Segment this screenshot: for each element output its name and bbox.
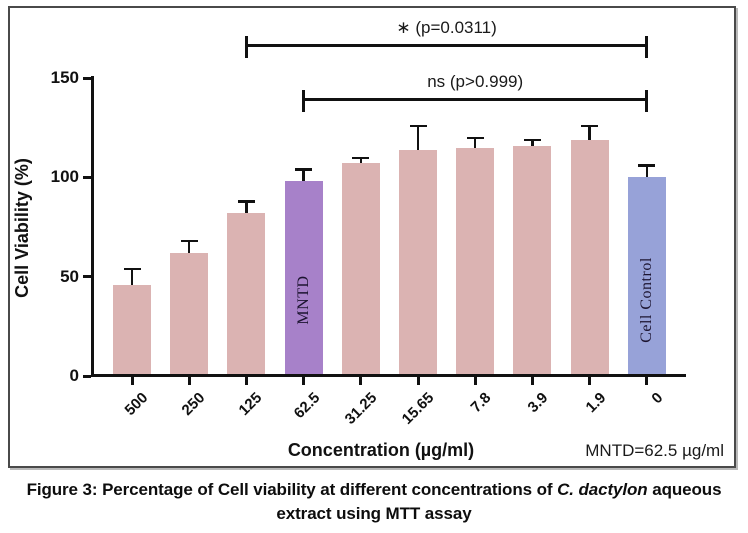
significance-bracket-tick: [244, 36, 248, 58]
error-bar-cap: [180, 239, 198, 243]
bar-0: [627, 177, 666, 374]
y-axis-tick-label: 150: [50, 68, 79, 88]
error-bar-line: [588, 125, 591, 140]
x-axis-tick: [359, 377, 363, 385]
error-bar-line: [302, 169, 305, 182]
bar-250: [170, 252, 209, 374]
mntd-note: MNTD=62.5 µg/ml: [585, 441, 724, 460]
x-axis-tick: [530, 377, 534, 385]
error-bar-cap: [295, 168, 313, 171]
bar-15.65: [399, 149, 437, 374]
bar-31.25: [341, 163, 380, 374]
bar-500: [113, 284, 151, 374]
significance-bracket-line: [246, 44, 647, 47]
error-bar-line: [359, 157, 363, 164]
y-axis-tick-label: 100: [50, 167, 79, 187]
figure-caption-line1: Figure 3: Percentage of Cell viability a…: [0, 480, 748, 500]
caption-species-name: C. dactylon: [557, 480, 648, 499]
bar-inner-label: MNTD: [294, 275, 312, 325]
caption-text-prefix: Figure 3: Percentage of Cell viability a…: [26, 480, 558, 499]
error-bar-line: [531, 139, 534, 146]
y-axis-tick: [83, 175, 91, 179]
error-bar-cap: [523, 138, 541, 142]
significance-bracket-tick: [302, 90, 306, 112]
x-axis-title: Concentration (µg/ml): [287, 440, 475, 460]
x-axis-tick-label: 250: [178, 389, 209, 420]
x-axis-tick: [416, 377, 420, 385]
significance-bracket-tick: [645, 90, 649, 112]
error-bar-cap: [466, 136, 484, 140]
bar-62.5: [284, 181, 323, 374]
x-axis-tick: [187, 377, 191, 385]
x-axis-tick: [473, 377, 477, 385]
x-axis-tick: [302, 377, 306, 385]
y-axis-tick: [83, 76, 91, 80]
error-bar-line: [245, 201, 248, 214]
error-bar-cap: [352, 156, 370, 160]
bar-inner-label: Cell Control: [637, 257, 655, 343]
significance-label: ∗ (p=0.0311): [396, 18, 497, 37]
y-axis-spine: [91, 76, 94, 377]
y-axis-tick-label: 0: [69, 366, 79, 385]
x-axis-tick-label: 500: [121, 389, 152, 420]
y-axis-tick: [83, 275, 91, 279]
significance-bracket-tick: [645, 36, 649, 58]
x-axis-tick: [244, 377, 248, 385]
error-bar-cap: [581, 124, 599, 128]
bar-1.9: [570, 139, 609, 374]
significance-bracket-line: [303, 98, 647, 101]
bar-3.9: [513, 145, 552, 374]
error-bar-line: [187, 240, 191, 253]
caption-text-suffix: aqueous: [647, 480, 722, 499]
x-axis-tick: [588, 377, 592, 385]
error-bar-cap: [237, 200, 255, 203]
x-axis-tick: [645, 377, 649, 385]
y-axis-tick-label: 50: [60, 266, 79, 286]
significance-label: ns (p>0.999): [427, 72, 524, 91]
bar-7.8: [456, 147, 495, 374]
error-bar-line: [416, 125, 420, 150]
error-bar-line: [645, 165, 649, 178]
x-axis-tick: [130, 377, 134, 385]
error-bar-cap: [409, 124, 427, 128]
y-axis-tick: [83, 374, 91, 378]
figure-caption-line2: extract using MTT assay: [276, 504, 472, 523]
error-bar-line: [130, 268, 134, 285]
error-bar-line: [473, 137, 477, 148]
bar-125: [227, 213, 266, 374]
x-axis-line: [91, 374, 686, 377]
error-bar-cap: [638, 164, 656, 167]
error-bar-cap: [123, 267, 141, 271]
